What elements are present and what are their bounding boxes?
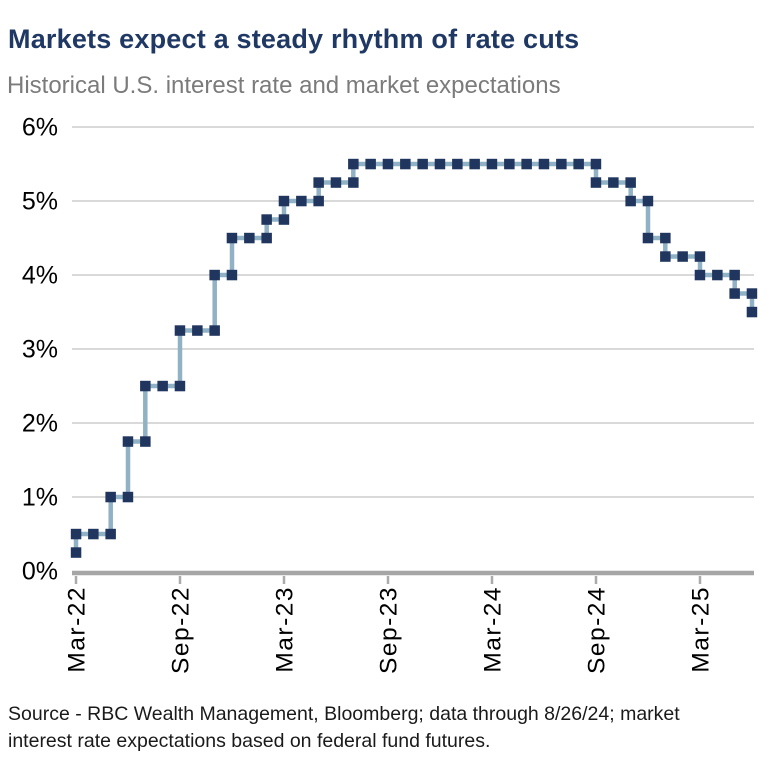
data-point-marker [677,251,688,262]
data-point-marker [417,158,428,170]
data-point-marker [70,547,82,558]
data-point-marker [278,195,290,207]
data-point-marker [625,195,636,207]
data-point-marker [590,158,602,170]
data-point-marker [296,195,307,207]
data-point-marker [140,380,151,392]
x-axis-label-Mar-23: Mar-23 [271,586,298,673]
data-point-marker [140,436,151,447]
data-point-marker [226,269,238,281]
data-point-marker [226,232,238,244]
data-point-marker [70,528,82,540]
data-point-marker [313,195,324,207]
x-axis-label-Mar-22: Mar-22 [64,586,91,673]
data-point-marker [105,491,116,503]
data-point-marker [244,232,255,244]
x-axis-label-Mar-25: Mar-25 [687,586,714,673]
x-axis-label-Sep-24: Sep-24 [583,586,610,674]
x-axis-label-Sep-23: Sep-23 [375,586,402,674]
data-point-marker [157,380,168,392]
data-point-marker [400,158,411,170]
data-point-marker [694,269,706,281]
data-point-marker [122,436,134,447]
y-axis-label-3%: 3% [22,336,58,364]
data-point-marker [538,158,550,170]
data-point-marker [330,177,342,188]
data-point-marker [642,232,654,244]
x-axis-label-Mar-24: Mar-24 [479,586,506,673]
data-point-marker [642,195,654,207]
data-point-marker [261,214,272,225]
y-axis-label-4%: 4% [22,262,58,290]
data-point-marker [209,325,220,336]
data-point-marker [729,269,740,281]
data-point-marker [694,251,706,262]
data-point-marker [608,177,619,188]
data-point-marker [365,158,376,170]
x-axis-label-Sep-22: Sep-22 [167,586,194,674]
y-axis-label-5%: 5% [22,188,58,216]
data-point-marker [209,269,220,281]
data-point-marker [746,288,758,299]
rate-step-line [73,161,755,553]
data-point-marker [521,158,532,170]
data-point-marker [105,528,116,540]
data-point-marker [278,214,290,225]
data-point-marker [729,288,740,299]
data-point-marker [573,158,584,170]
data-point-marker [434,158,446,170]
data-point-marker [382,158,394,170]
data-point-marker [469,158,480,170]
source-note-line1: Source - RBC Wealth Management, Bloomber… [8,703,680,725]
data-point-marker [348,177,359,188]
data-point-marker [261,232,272,244]
data-point-marker [660,232,671,244]
chart-title: Markets expect a steady rhythm of rate c… [8,24,580,55]
data-point-marker [660,251,671,262]
data-point-marker [625,177,636,188]
data-point-marker [486,158,498,170]
data-point-marker [590,177,602,188]
y-axis-label-6%: 6% [22,114,58,142]
data-point-marker [192,325,203,336]
y-axis-label-1%: 1% [22,484,58,512]
data-point-marker [174,325,186,336]
data-point-marker [556,158,567,170]
source-note-line2: interest rate expectations based on fede… [8,730,491,752]
chart-subtitle: Historical U.S. interest rate and market… [7,72,561,99]
data-point-marker [452,158,463,170]
data-point-marker [504,158,515,170]
source-note: Source - RBC Wealth Management, Bloomber… [8,701,763,755]
y-axis-label-0%: 0% [22,558,58,586]
data-point-marker [746,306,758,318]
data-point-marker [313,177,324,188]
data-point-marker [348,158,359,170]
data-point-marker [174,380,186,392]
data-point-marker [712,269,723,281]
y-axis-label-2%: 2% [22,410,58,438]
data-point-marker [88,528,99,540]
data-point-marker [122,491,134,503]
